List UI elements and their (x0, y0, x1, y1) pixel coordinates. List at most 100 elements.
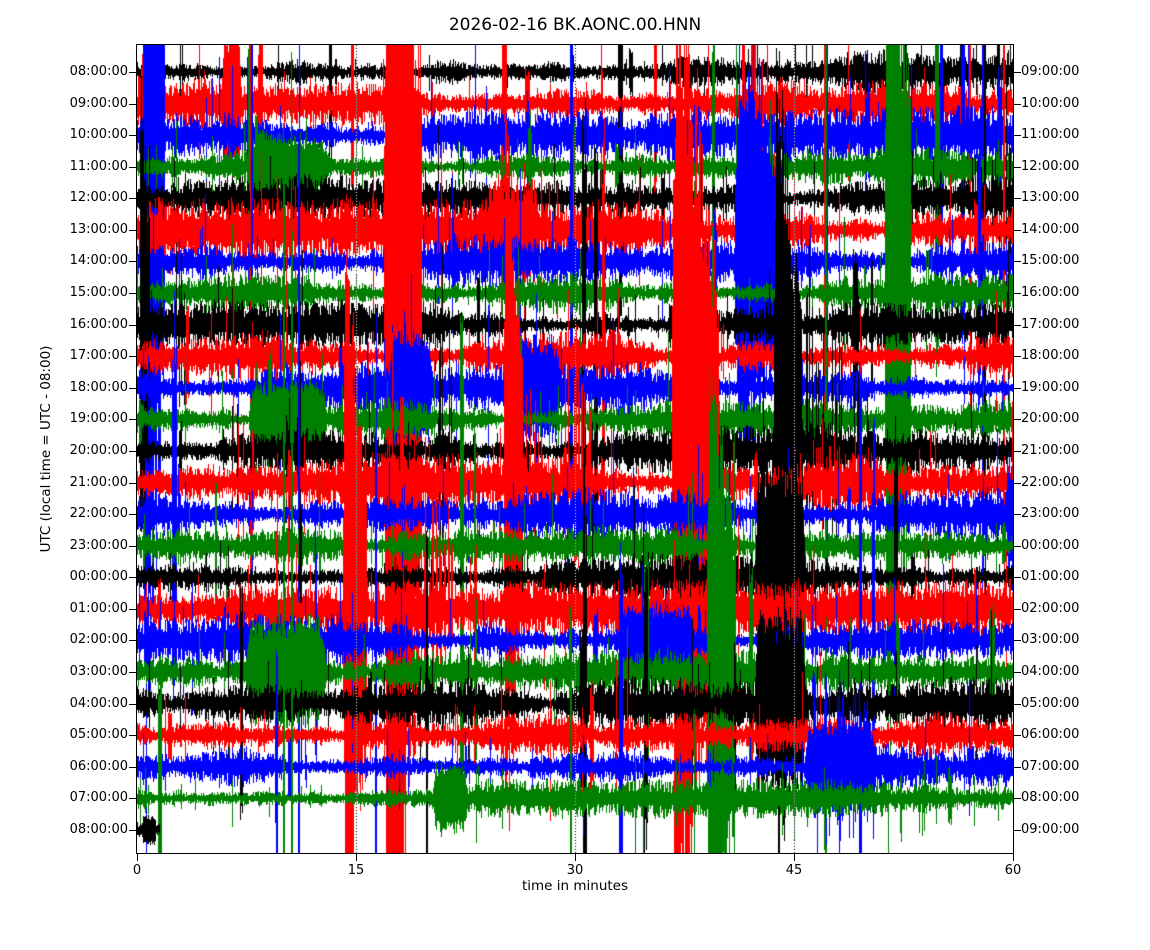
left-tick-mark (129, 230, 136, 231)
left-tick-mark (129, 830, 136, 831)
left-tick-mark (129, 451, 136, 452)
bottom-tick-mark (575, 854, 576, 861)
left-tick-mark (129, 546, 136, 547)
right-time-label: 16:00:00 (1021, 285, 1080, 301)
right-time-label: 20:00:00 (1021, 411, 1080, 427)
right-tick-mark (1014, 72, 1021, 73)
left-tick-mark (129, 419, 136, 420)
right-tick-mark (1014, 704, 1021, 705)
left-time-label: 06:00:00 (69, 758, 128, 774)
right-tick-mark (1014, 483, 1021, 484)
left-time-label: 04:00:00 (69, 695, 128, 711)
right-tick-mark (1014, 293, 1021, 294)
left-time-label: 01:00:00 (69, 600, 128, 616)
left-tick-mark (129, 767, 136, 768)
right-tick-mark (1014, 514, 1021, 515)
left-time-label: 10:00:00 (69, 127, 128, 143)
right-time-label: 15:00:00 (1021, 253, 1080, 269)
left-time-label: 13:00:00 (69, 221, 128, 237)
right-tick-mark (1014, 735, 1021, 736)
right-tick-mark (1014, 767, 1021, 768)
right-time-label: 00:00:00 (1021, 537, 1080, 553)
left-time-label: 22:00:00 (69, 506, 128, 522)
right-tick-mark (1014, 577, 1021, 578)
left-tick-mark (129, 704, 136, 705)
left-tick-mark (129, 577, 136, 578)
right-time-label: 13:00:00 (1021, 190, 1080, 206)
right-time-label: 06:00:00 (1021, 727, 1080, 743)
left-time-label: 09:00:00 (69, 95, 128, 111)
bottom-tick-mark (137, 854, 138, 861)
x-tick-label: 30 (566, 863, 584, 878)
right-time-label: 21:00:00 (1021, 442, 1080, 458)
left-time-label: 19:00:00 (69, 411, 128, 427)
left-time-label: 05:00:00 (69, 727, 128, 743)
right-tick-mark (1014, 609, 1021, 610)
left-tick-mark (129, 798, 136, 799)
left-tick-mark (129, 104, 136, 105)
right-tick-mark (1014, 261, 1021, 262)
left-tick-mark (129, 483, 136, 484)
right-tick-mark (1014, 546, 1021, 547)
right-time-label: 04:00:00 (1021, 664, 1080, 680)
left-time-label: 00:00:00 (69, 569, 128, 585)
right-tick-mark (1014, 167, 1021, 168)
right-time-label: 08:00:00 (1021, 790, 1080, 806)
right-time-label: 10:00:00 (1021, 95, 1080, 111)
left-tick-mark (129, 198, 136, 199)
right-time-label: 03:00:00 (1021, 632, 1080, 648)
right-tick-mark (1014, 798, 1021, 799)
left-time-label: 07:00:00 (69, 790, 128, 806)
left-tick-mark (129, 640, 136, 641)
right-tick-mark (1014, 672, 1021, 673)
left-time-label: 23:00:00 (69, 537, 128, 553)
right-tick-mark (1014, 356, 1021, 357)
right-time-label: 11:00:00 (1021, 127, 1080, 143)
right-time-label: 01:00:00 (1021, 569, 1080, 585)
left-time-label: 11:00:00 (69, 158, 128, 174)
left-time-label: 02:00:00 (69, 632, 128, 648)
right-time-label: 19:00:00 (1021, 379, 1080, 395)
left-time-label: 16:00:00 (69, 316, 128, 332)
left-tick-mark (129, 672, 136, 673)
x-tick-label: 0 (132, 863, 142, 878)
right-time-label: 12:00:00 (1021, 158, 1080, 174)
left-tick-mark (129, 514, 136, 515)
right-time-label: 17:00:00 (1021, 316, 1080, 332)
left-time-label: 17:00:00 (69, 348, 128, 364)
left-tick-mark (129, 388, 136, 389)
bottom-tick-mark (794, 854, 795, 861)
left-time-label: 08:00:00 (69, 821, 128, 837)
x-tick-label: 45 (785, 863, 803, 878)
right-time-label: 23:00:00 (1021, 506, 1080, 522)
left-tick-mark (129, 356, 136, 357)
x-tick-label: 60 (1004, 863, 1022, 878)
left-time-label: 18:00:00 (69, 379, 128, 395)
left-tick-mark (129, 135, 136, 136)
left-time-label: 20:00:00 (69, 442, 128, 458)
plot-title: 2026-02-16 BK.AONC.00.HNN (448, 15, 702, 35)
right-tick-mark (1014, 451, 1021, 452)
right-tick-mark (1014, 325, 1021, 326)
right-time-label: 02:00:00 (1021, 600, 1080, 616)
left-tick-mark (129, 261, 136, 262)
right-time-label: 07:00:00 (1021, 758, 1080, 774)
right-tick-mark (1014, 830, 1021, 831)
bottom-tick-mark (356, 854, 357, 861)
left-tick-mark (129, 167, 136, 168)
left-time-label: 15:00:00 (69, 285, 128, 301)
right-time-label: 05:00:00 (1021, 695, 1080, 711)
right-tick-mark (1014, 198, 1021, 199)
left-time-label: 12:00:00 (69, 190, 128, 206)
left-tick-mark (129, 735, 136, 736)
left-tick-mark (129, 293, 136, 294)
left-tick-mark (129, 325, 136, 326)
right-tick-mark (1014, 135, 1021, 136)
right-time-label: 14:00:00 (1021, 221, 1080, 237)
bottom-tick-mark (1013, 854, 1014, 861)
left-time-label: 03:00:00 (69, 664, 128, 680)
right-time-label: 18:00:00 (1021, 348, 1080, 364)
x-tick-label: 15 (347, 863, 365, 878)
plot-area (136, 44, 1014, 854)
